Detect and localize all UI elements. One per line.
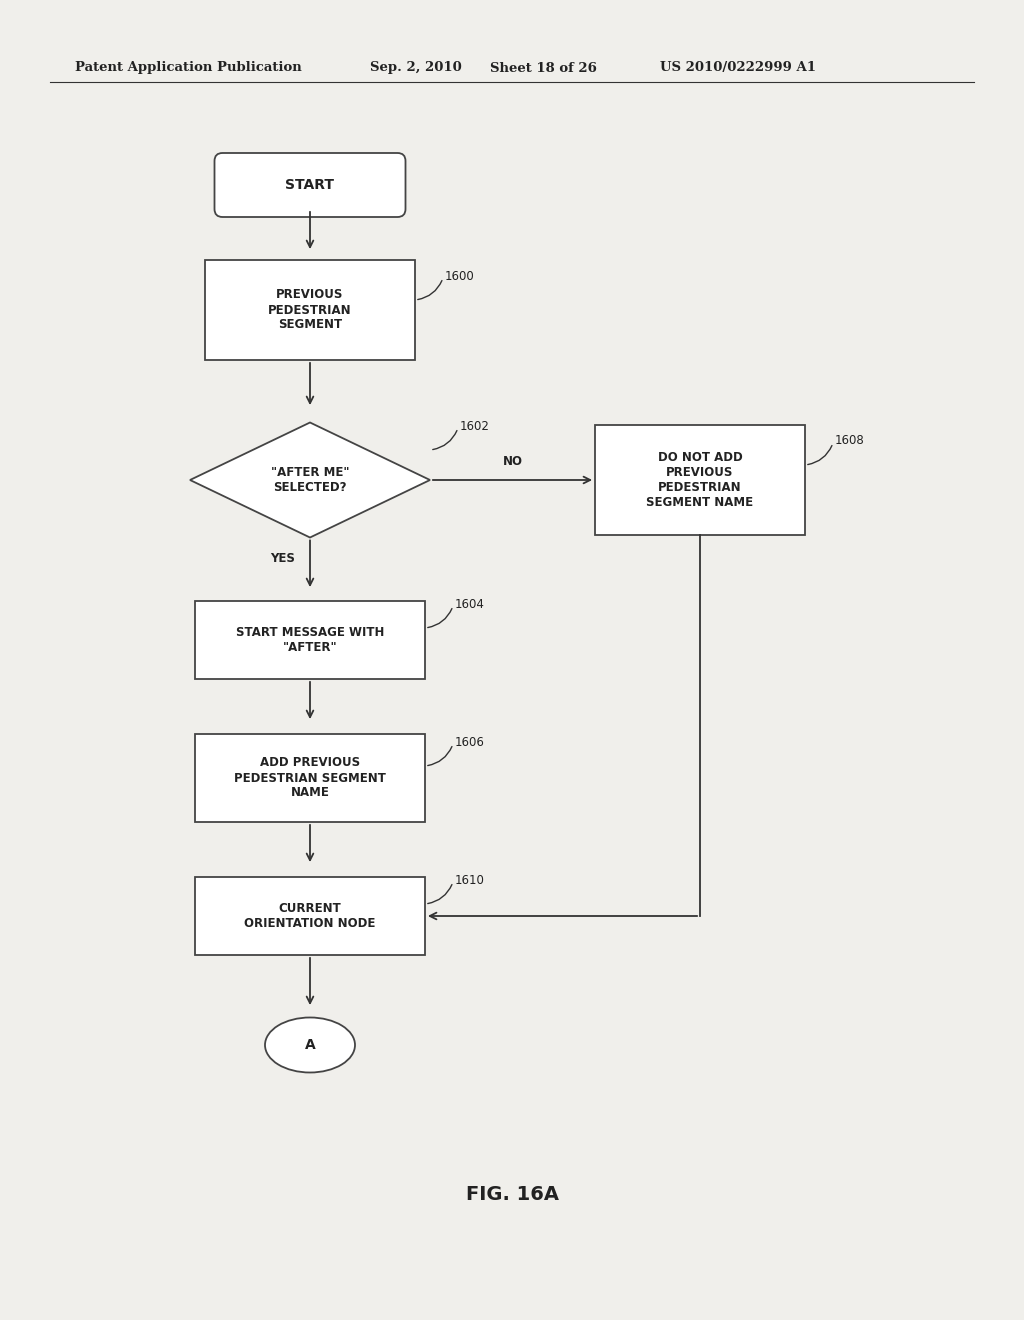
Text: NO: NO	[503, 455, 522, 469]
Text: 1610: 1610	[455, 874, 485, 887]
Text: Sep. 2, 2010: Sep. 2, 2010	[370, 62, 462, 74]
Bar	[195, 734, 425, 822]
Text: DO NOT ADD
PREVIOUS
PEDESTRIAN
SEGMENT NAME: DO NOT ADD PREVIOUS PEDESTRIAN SEGMENT N…	[646, 451, 754, 510]
Text: Patent Application Publication: Patent Application Publication	[75, 62, 302, 74]
Bar	[195, 876, 425, 954]
Bar	[195, 601, 425, 678]
Text: FIG. 16A: FIG. 16A	[466, 1185, 558, 1204]
Text: 1602: 1602	[460, 420, 489, 433]
Text: 1608: 1608	[835, 434, 864, 447]
Polygon shape	[190, 422, 430, 537]
Text: Sheet 18 of 26: Sheet 18 of 26	[490, 62, 597, 74]
Ellipse shape	[265, 1018, 355, 1072]
Text: START MESSAGE WITH
"AFTER": START MESSAGE WITH "AFTER"	[236, 626, 384, 653]
Text: CURRENT
ORIENTATION NODE: CURRENT ORIENTATION NODE	[245, 902, 376, 931]
Text: 1604: 1604	[455, 598, 485, 610]
Bar	[595, 425, 805, 535]
Bar	[205, 260, 415, 360]
Text: START: START	[286, 178, 335, 191]
Text: "AFTER ME"
SELECTED?: "AFTER ME" SELECTED?	[270, 466, 349, 494]
Text: ADD PREVIOUS
PEDESTRIAN SEGMENT
NAME: ADD PREVIOUS PEDESTRIAN SEGMENT NAME	[234, 756, 386, 800]
Text: US 2010/0222999 A1: US 2010/0222999 A1	[660, 62, 816, 74]
Text: YES: YES	[270, 553, 295, 565]
Text: PREVIOUS
PEDESTRIAN
SEGMENT: PREVIOUS PEDESTRIAN SEGMENT	[268, 289, 352, 331]
FancyBboxPatch shape	[214, 153, 406, 216]
Text: 1606: 1606	[455, 735, 485, 748]
Text: 1600: 1600	[445, 269, 475, 282]
Text: A: A	[304, 1038, 315, 1052]
